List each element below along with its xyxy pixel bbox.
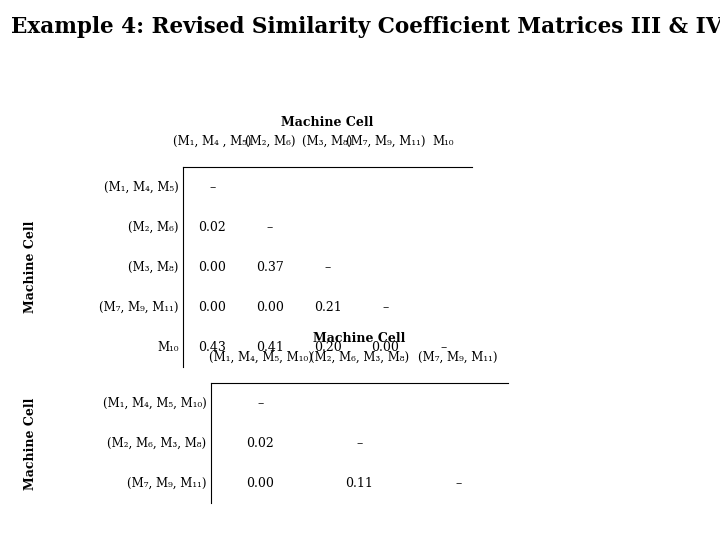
Text: –: – <box>257 397 264 410</box>
Text: 0.00: 0.00 <box>198 301 226 314</box>
Text: –: – <box>382 301 389 314</box>
Text: 0.20: 0.20 <box>314 341 341 354</box>
Text: –: – <box>356 437 362 450</box>
Text: 0.11: 0.11 <box>346 477 373 490</box>
Text: Machine Cell: Machine Cell <box>282 116 374 129</box>
Text: Machine Cell: Machine Cell <box>24 397 37 490</box>
Text: 0.00: 0.00 <box>256 301 284 314</box>
Text: M₁₀: M₁₀ <box>157 341 179 354</box>
Text: M₁₀: M₁₀ <box>433 135 454 148</box>
Text: (M₁, M₄, M₅): (M₁, M₄, M₅) <box>104 181 179 194</box>
Text: –: – <box>325 261 330 274</box>
Text: –: – <box>209 181 215 194</box>
Text: Example 4: Revised Similarity Coefficient Matrices III & IV: Example 4: Revised Similarity Coefficien… <box>11 16 720 38</box>
Text: –: – <box>267 221 273 234</box>
Text: –: – <box>440 341 446 354</box>
Text: (M₇, M₉, M₁₁): (M₇, M₉, M₁₁) <box>127 477 207 490</box>
Text: (M₃, M₈): (M₃, M₈) <box>302 135 353 148</box>
Text: Machine Cell: Machine Cell <box>24 221 37 314</box>
Text: (M₃, M₈): (M₃, M₈) <box>128 261 179 274</box>
Text: (M₂, M₆, M₃, M₈): (M₂, M₆, M₃, M₈) <box>107 437 207 450</box>
Text: 0.43: 0.43 <box>198 341 226 354</box>
Text: 0.00: 0.00 <box>372 341 400 354</box>
Text: –: – <box>455 477 462 490</box>
Text: (M₇, M₉, M₁₁): (M₇, M₉, M₁₁) <box>418 351 498 364</box>
Text: (M₇, M₉, M₁₁): (M₇, M₉, M₁₁) <box>346 135 425 148</box>
Text: (M₂, M₆): (M₂, M₆) <box>245 135 295 148</box>
Text: 0.00: 0.00 <box>246 477 274 490</box>
Text: 0.21: 0.21 <box>314 301 341 314</box>
Text: (M₇, M₉, M₁₁): (M₇, M₉, M₁₁) <box>99 301 179 314</box>
Text: 0.37: 0.37 <box>256 261 284 274</box>
Text: 0.41: 0.41 <box>256 341 284 354</box>
Text: (M₁, M₄, M₅, M₁₀): (M₁, M₄, M₅, M₁₀) <box>209 351 312 364</box>
Text: 0.02: 0.02 <box>198 221 226 234</box>
Text: (M₂, M₆): (M₂, M₆) <box>128 221 179 234</box>
Text: (M₁, M₄ , M₅): (M₁, M₄ , M₅) <box>173 135 251 148</box>
Text: (M₁, M₄, M₅, M₁₀): (M₁, M₄, M₅, M₁₀) <box>103 397 207 410</box>
Text: 0.00: 0.00 <box>198 261 226 274</box>
Text: Machine Cell: Machine Cell <box>313 332 405 345</box>
Text: 0.02: 0.02 <box>246 437 274 450</box>
Text: (M₂, M₆, M₃, M₈): (M₂, M₆, M₃, M₈) <box>310 351 409 364</box>
